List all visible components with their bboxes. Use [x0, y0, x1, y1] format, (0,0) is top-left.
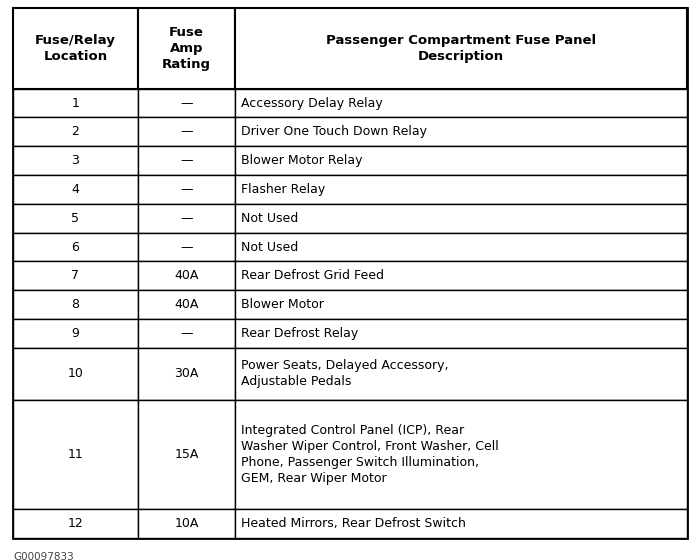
- Bar: [138, 8, 235, 88]
- Bar: [138, 319, 235, 348]
- Bar: [235, 175, 687, 204]
- Bar: [138, 146, 235, 175]
- Text: —: —: [181, 327, 192, 340]
- Bar: [235, 204, 687, 232]
- Bar: [138, 348, 235, 400]
- Bar: [138, 88, 235, 118]
- Bar: [235, 509, 687, 538]
- Text: Power Seats, Delayed Accessory,
Adjustable Pedals: Power Seats, Delayed Accessory, Adjustab…: [241, 360, 449, 388]
- Text: —: —: [181, 183, 192, 196]
- Text: 5: 5: [71, 212, 79, 225]
- Text: Flasher Relay: Flasher Relay: [241, 183, 326, 196]
- Bar: [235, 348, 687, 400]
- Text: G00097833: G00097833: [13, 552, 74, 560]
- Bar: [235, 262, 687, 290]
- Bar: [235, 118, 687, 146]
- Text: 8: 8: [71, 298, 79, 311]
- Bar: [138, 118, 235, 146]
- Bar: [13, 319, 138, 348]
- Text: 6: 6: [71, 241, 79, 254]
- Bar: [235, 400, 687, 509]
- Text: 9: 9: [71, 327, 79, 340]
- Bar: [138, 290, 235, 319]
- Text: Heated Mirrors, Rear Defrost Switch: Heated Mirrors, Rear Defrost Switch: [241, 517, 466, 530]
- Text: 7: 7: [71, 269, 79, 282]
- Bar: [13, 348, 138, 400]
- Bar: [235, 88, 687, 118]
- Text: —: —: [181, 96, 192, 110]
- Text: 4: 4: [71, 183, 79, 196]
- Bar: [13, 290, 138, 319]
- Text: 1: 1: [71, 96, 79, 110]
- Text: 10: 10: [67, 367, 83, 380]
- Text: 40A: 40A: [174, 269, 199, 282]
- Text: Not Used: Not Used: [241, 212, 299, 225]
- Bar: [235, 232, 687, 262]
- Text: —: —: [181, 154, 192, 167]
- Text: —: —: [181, 212, 192, 225]
- Bar: [138, 509, 235, 538]
- Bar: [13, 400, 138, 509]
- Text: Blower Motor Relay: Blower Motor Relay: [241, 154, 363, 167]
- Text: 30A: 30A: [174, 367, 199, 380]
- Text: Rear Defrost Grid Feed: Rear Defrost Grid Feed: [241, 269, 384, 282]
- Text: Integrated Control Panel (ICP), Rear
Washer Wiper Control, Front Washer, Cell
Ph: Integrated Control Panel (ICP), Rear Was…: [241, 424, 499, 485]
- Bar: [13, 88, 138, 118]
- Text: Blower Motor: Blower Motor: [241, 298, 324, 311]
- Bar: [13, 175, 138, 204]
- Text: 15A: 15A: [174, 448, 199, 461]
- Text: 10A: 10A: [174, 517, 199, 530]
- Text: 40A: 40A: [174, 298, 199, 311]
- Text: —: —: [181, 241, 192, 254]
- Text: Fuse/Relay
Location: Fuse/Relay Location: [35, 34, 116, 63]
- Text: 2: 2: [71, 125, 79, 138]
- Bar: [13, 262, 138, 290]
- Bar: [13, 118, 138, 146]
- Bar: [235, 290, 687, 319]
- Bar: [13, 146, 138, 175]
- Bar: [138, 232, 235, 262]
- Bar: [235, 146, 687, 175]
- Text: Fuse
Amp
Rating: Fuse Amp Rating: [162, 26, 211, 71]
- Text: —: —: [181, 125, 192, 138]
- Bar: [13, 8, 138, 88]
- Bar: [235, 8, 687, 88]
- Text: Passenger Compartment Fuse Panel
Description: Passenger Compartment Fuse Panel Descrip…: [326, 34, 596, 63]
- Text: 12: 12: [67, 517, 83, 530]
- Bar: [13, 204, 138, 232]
- Text: 11: 11: [67, 448, 83, 461]
- Text: Accessory Delay Relay: Accessory Delay Relay: [241, 96, 383, 110]
- Text: Not Used: Not Used: [241, 241, 299, 254]
- Bar: [138, 175, 235, 204]
- Bar: [13, 232, 138, 262]
- Text: Rear Defrost Relay: Rear Defrost Relay: [241, 327, 358, 340]
- Bar: [13, 509, 138, 538]
- Bar: [138, 262, 235, 290]
- Bar: [138, 204, 235, 232]
- Bar: [235, 319, 687, 348]
- Bar: [138, 400, 235, 509]
- Text: Driver One Touch Down Relay: Driver One Touch Down Relay: [241, 125, 428, 138]
- Text: 3: 3: [71, 154, 79, 167]
